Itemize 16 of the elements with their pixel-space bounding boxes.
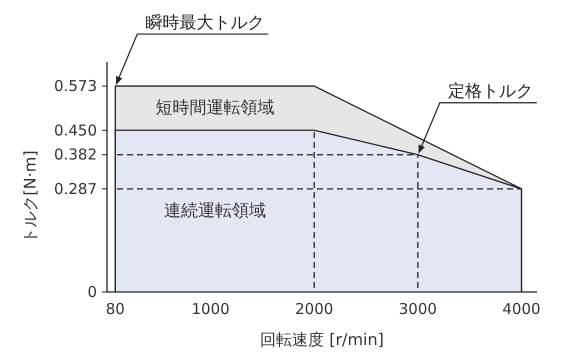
x-tick-label: 4000 xyxy=(502,300,541,318)
x-tick-label: 1000 xyxy=(192,300,230,318)
x-tick-label: 80 xyxy=(106,300,125,318)
annotation: 瞬時最大トルク xyxy=(145,13,264,34)
y-tick-label: 0.382 xyxy=(54,146,97,164)
x-axis-title: 回転速度 [r/min] xyxy=(260,330,384,349)
y-tick-label: 0.287 xyxy=(54,180,97,198)
x-tick-label: 2000 xyxy=(295,300,334,318)
y-axis-title: トルク[N·m] xyxy=(20,150,40,244)
series-label: 連続運転領域 xyxy=(164,201,266,222)
y-tick-label: 0.450 xyxy=(54,121,97,140)
series-label: 短時間運転領域 xyxy=(155,98,274,118)
y-tick-label: 0 xyxy=(87,283,97,301)
x-tick-label: 3000 xyxy=(398,300,437,318)
annotation: 定格トルク xyxy=(448,82,533,102)
y-tick-label: 0.573 xyxy=(54,77,97,96)
